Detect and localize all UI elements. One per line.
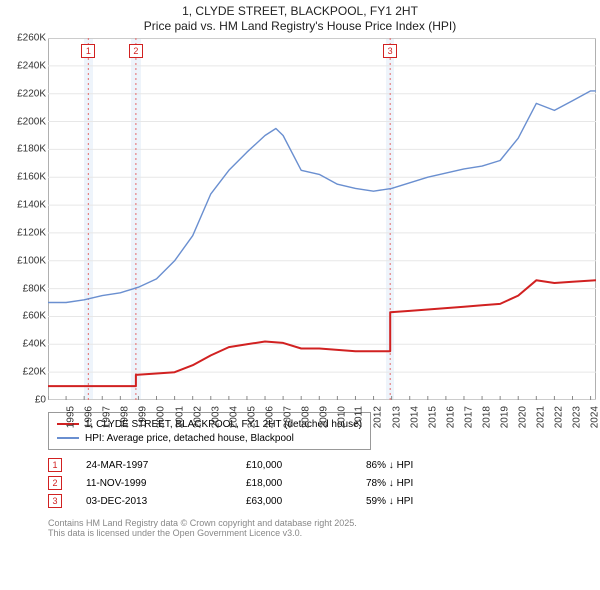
x-tick-label: 2023 [572,406,583,428]
title-line1: 1, CLYDE STREET, BLACKPOOL, FY1 2HT [0,4,600,18]
x-tick-label: 1997 [101,406,112,428]
event-price: £10,000 [246,460,366,471]
y-tick-label: £180K [2,144,46,155]
x-tick-label: 2021 [535,406,546,428]
x-tick-label: 2018 [481,406,492,428]
x-tick-label: 2017 [463,406,474,428]
x-tick-label: 2011 [354,406,365,428]
y-tick-label: £120K [2,227,46,238]
x-tick-label: 2020 [517,406,528,428]
event-marker-badge: 3 [383,44,397,58]
chart-container: 1, CLYDE STREET, BLACKPOOL, FY1 2HT Pric… [0,0,600,590]
x-tick-label: 2003 [210,406,221,428]
x-tick-label: 2024 [590,406,600,428]
y-tick-label: £220K [2,88,46,99]
x-tick-label: 2019 [499,406,510,428]
x-tick-label: 2009 [318,406,329,428]
y-tick-label: £40K [2,339,46,350]
y-tick-label: £240K [2,60,46,71]
x-tick-label: 2013 [391,406,402,428]
event-badge: 3 [48,494,62,508]
event-row: 3 03-DEC-2013£63,00059% ↓ HPI [48,492,568,510]
x-tick-label: 2007 [282,406,293,428]
event-marker-badge: 1 [81,44,95,58]
event-delta: 59% ↓ HPI [366,496,413,507]
x-tick-label: 2010 [337,406,348,428]
y-tick-label: £260K [2,33,46,44]
events-table: 1 24-MAR-1997£10,00086% ↓ HPI 2 11-NOV-1999… [48,456,568,510]
y-tick-label: £0 [2,395,46,406]
event-marker-badge: 2 [129,44,143,58]
x-tick-label: 2016 [445,406,456,428]
y-tick-label: £60K [2,311,46,322]
x-tick-label: 2012 [373,406,384,428]
y-tick-label: £80K [2,283,46,294]
x-tick-label: 2008 [300,406,311,428]
x-tick-label: 2001 [174,406,185,428]
x-tick-label: 2004 [228,406,239,428]
legend-label-hpi: HPI: Average price, detached house, Blac… [85,433,294,444]
x-tick-label: 2006 [264,406,275,428]
event-delta: 86% ↓ HPI [366,460,413,471]
y-tick-label: £20K [2,367,46,378]
event-badge: 2 [48,476,62,490]
x-tick-label: 1998 [120,406,131,428]
event-badge: 1 [48,458,62,472]
event-price: £63,000 [246,496,366,507]
x-tick-label: 2002 [192,406,203,428]
legend-row-hpi: HPI: Average price, detached house, Blac… [57,431,362,445]
y-tick-label: £200K [2,116,46,127]
attribution-line2: This data is licensed under the Open Gov… [48,528,357,538]
event-price: £18,000 [246,478,366,489]
attribution-line1: Contains HM Land Registry data © Crown c… [48,518,357,528]
x-tick-label: 1995 [65,406,76,428]
plot-area: 1 2 3 [48,38,596,400]
event-date: 24-MAR-1997 [86,460,246,471]
event-date: 11-NOV-1999 [86,478,246,489]
x-tick-label: 1996 [83,406,94,428]
title-line2: Price paid vs. HM Land Registry's House … [0,19,600,33]
event-delta: 78% ↓ HPI [366,478,413,489]
legend-swatch-hpi [57,437,79,439]
x-tick-label: 2014 [409,406,420,428]
y-tick-label: £100K [2,255,46,266]
y-tick-label: £140K [2,200,46,211]
plot-svg [48,38,596,400]
attribution: Contains HM Land Registry data © Crown c… [48,518,357,538]
x-tick-label: 1999 [138,406,149,428]
event-row: 1 24-MAR-1997£10,00086% ↓ HPI [48,456,568,474]
event-date: 03-DEC-2013 [86,496,246,507]
x-tick-label: 2005 [246,406,257,428]
x-tick-label: 2022 [554,406,565,428]
titles: 1, CLYDE STREET, BLACKPOOL, FY1 2HT Pric… [0,0,600,33]
x-tick-label: 2000 [156,406,167,428]
event-row: 2 11-NOV-1999£18,00078% ↓ HPI [48,474,568,492]
y-tick-label: £160K [2,172,46,183]
x-tick-label: 2015 [427,406,438,428]
